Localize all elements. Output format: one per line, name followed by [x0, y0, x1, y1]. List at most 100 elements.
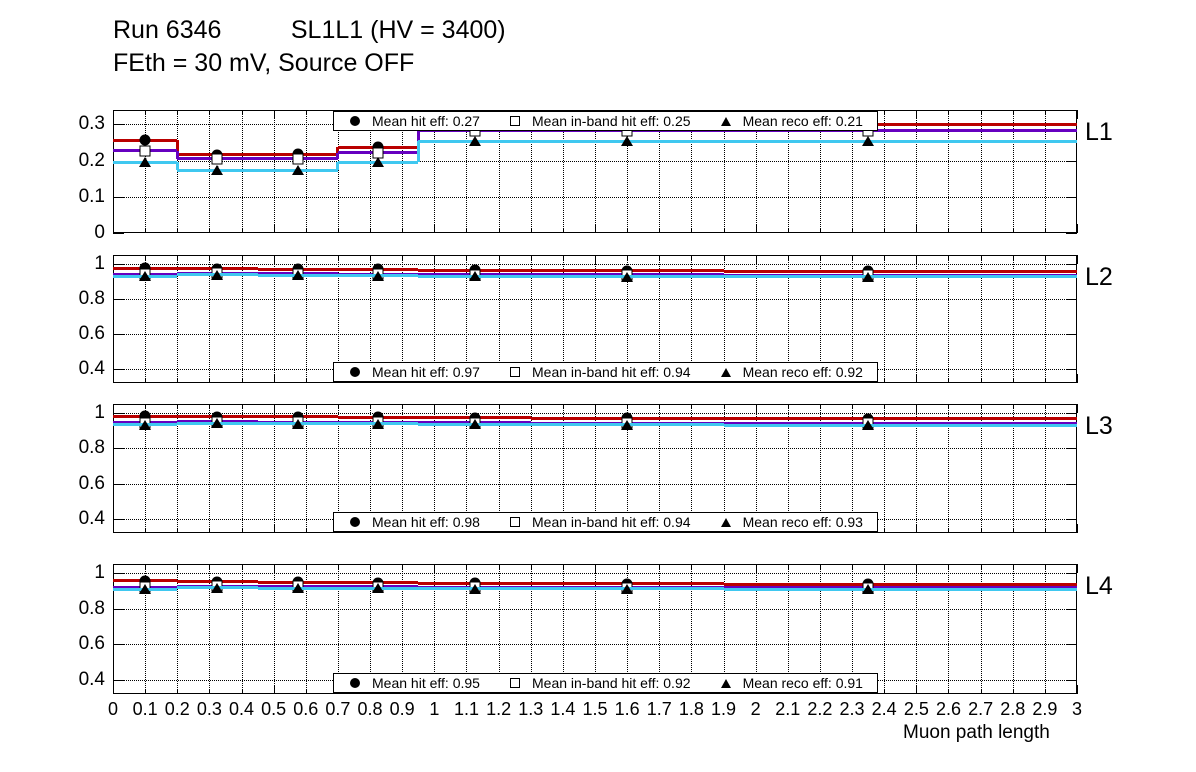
x-tick-top — [305, 110, 307, 115]
legend-label: Mean in-band hit eff: 0.92 — [532, 675, 691, 691]
x-tick-top — [1077, 564, 1078, 573]
x-tick — [145, 228, 147, 233]
x-tick-top — [691, 255, 693, 260]
legend-l4: Mean hit eff: 0.95 Mean in-band hit eff: … — [332, 673, 878, 693]
grid-line-vertical — [402, 404, 404, 533]
y-tick-label: 0.6 — [78, 472, 105, 494]
x-tick-top — [1077, 255, 1078, 264]
grid-line-vertical — [916, 255, 918, 383]
x-tick-top — [113, 564, 114, 573]
grid-line-vertical — [562, 255, 565, 383]
x-tick — [787, 228, 789, 233]
x-tick — [916, 224, 918, 233]
grid-line-horizontal — [113, 298, 1077, 301]
x-tick-label: 0.8 — [357, 699, 383, 719]
x-tick-label: 2.4 — [871, 699, 897, 719]
x-tick — [305, 228, 307, 233]
x-tick-top — [980, 564, 982, 569]
x-tick-top — [948, 110, 950, 115]
data-point-marker-circle — [139, 410, 151, 422]
x-tick-top — [530, 564, 532, 569]
x-tick — [1077, 374, 1078, 383]
series-step-riser — [416, 141, 420, 163]
x-tick-top — [273, 564, 275, 573]
x-tick-label: 1 — [429, 699, 440, 719]
grid-line-vertical — [177, 564, 179, 694]
x-tick-top — [145, 255, 147, 260]
x-tick — [1012, 378, 1014, 383]
x-tick-top — [273, 404, 275, 413]
x-tick — [177, 689, 179, 694]
x-tick-top — [562, 564, 564, 569]
grid-line-horizontal — [113, 644, 1077, 646]
y-tick — [113, 298, 124, 300]
y-tick — [113, 263, 124, 265]
series-step-segment — [723, 582, 1077, 586]
legend-entry: Mean hit eff: 0.98 — [347, 514, 480, 530]
x-tick-label: 3 — [1071, 699, 1083, 719]
x-tick — [1012, 228, 1014, 233]
x-tick-top — [595, 564, 596, 573]
plot-panel-l3: Mean hit eff: 0.98 Mean in-band hit eff: … — [113, 404, 1078, 533]
x-tick — [980, 689, 982, 694]
grid-line-vertical — [562, 404, 565, 533]
x-tick — [209, 228, 211, 233]
x-tick-top — [498, 404, 500, 409]
grid-line-vertical — [1012, 404, 1015, 533]
grid-line-vertical — [787, 255, 790, 383]
legend-entry: Mean in-band hit eff: 0.92 — [507, 675, 691, 691]
legend-label: Mean hit eff: 0.97 — [372, 364, 480, 380]
grid-line-vertical — [884, 564, 886, 694]
x-tick-top — [691, 404, 693, 409]
plot-panel-l4: Mean hit eff: 0.95 Mean in-band hit eff: … — [113, 564, 1078, 694]
grid-line-horizontal — [113, 572, 1077, 575]
x-tick-top — [948, 255, 950, 260]
data-point-marker-triangle — [211, 269, 224, 280]
y-tick — [113, 518, 124, 520]
grid-line-vertical — [402, 110, 404, 233]
grid-line-vertical — [402, 255, 404, 383]
x-tick-label: 2.5 — [903, 699, 929, 719]
x-tick-top — [241, 110, 243, 115]
x-tick-label: 1.8 — [678, 699, 704, 719]
data-point-marker-circle — [139, 575, 151, 587]
x-tick-top — [852, 564, 854, 569]
grid-line-vertical — [370, 110, 372, 233]
series-step-riser — [256, 154, 260, 155]
x-tick-top — [305, 255, 307, 260]
legend-l2: Mean hit eff: 0.97 Mean in-band hit eff: … — [332, 362, 878, 382]
grid-line-vertical — [819, 404, 822, 533]
grid-line-vertical — [852, 404, 854, 533]
x-tick-top — [177, 564, 179, 569]
x-tick — [755, 224, 757, 233]
x-tick-label: 1.9 — [711, 699, 737, 719]
x-tick-top — [113, 255, 114, 264]
grid-line-vertical — [370, 404, 372, 533]
x-tick-top — [852, 255, 854, 260]
x-tick-label: 0.9 — [389, 699, 415, 719]
x-tick — [723, 228, 725, 233]
x-tick-top — [1012, 564, 1014, 569]
series-step-riser — [175, 162, 179, 171]
y-tick — [113, 124, 124, 126]
x-tick — [273, 374, 275, 383]
x-tick — [241, 689, 243, 694]
x-tick-label: 0 — [107, 699, 119, 719]
grid-line-vertical — [498, 110, 501, 233]
x-tick-top — [980, 255, 982, 260]
x-tick-top — [562, 255, 564, 260]
grid-line-vertical — [466, 110, 468, 233]
legend-label: Mean in-band hit eff: 0.25 — [532, 113, 691, 129]
series-step-riser — [416, 269, 420, 271]
grid-line-vertical — [884, 255, 886, 383]
x-tick-label: 0.6 — [293, 699, 319, 719]
y-tick-right — [1066, 196, 1077, 198]
grid-line-vertical — [145, 564, 147, 694]
x-tick-top — [948, 404, 950, 409]
y-tick-label: 0.1 — [78, 185, 105, 207]
grid-line-vertical — [980, 404, 983, 533]
x-tick — [273, 685, 275, 694]
x-tick — [241, 378, 243, 383]
x-tick-label: 2.1 — [775, 699, 801, 719]
x-tick-top — [819, 255, 821, 260]
